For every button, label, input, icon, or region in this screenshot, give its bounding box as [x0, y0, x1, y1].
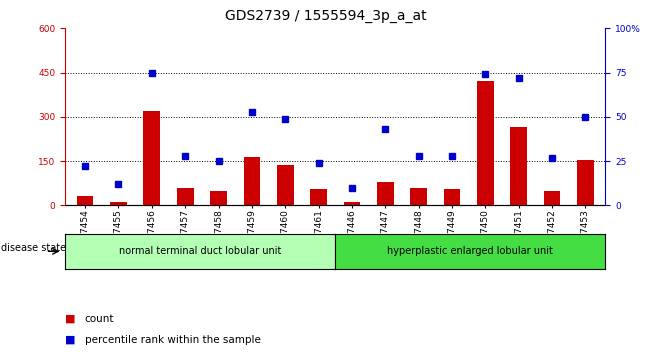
Bar [110, 202, 127, 205]
Bar [510, 127, 527, 205]
Bar [377, 182, 394, 205]
Bar [344, 202, 360, 205]
Text: disease state: disease state [1, 243, 66, 253]
Bar [277, 166, 294, 205]
Bar [210, 190, 227, 205]
Bar [444, 189, 460, 205]
Text: GDS2739 / 1555594_3p_a_at: GDS2739 / 1555594_3p_a_at [225, 9, 426, 23]
Bar [477, 81, 493, 205]
Bar [544, 190, 561, 205]
Bar [311, 189, 327, 205]
Text: percentile rank within the sample: percentile rank within the sample [85, 335, 260, 345]
Text: normal terminal duct lobular unit: normal terminal duct lobular unit [119, 246, 281, 256]
Bar [77, 196, 94, 205]
Bar [410, 188, 427, 205]
Bar [143, 111, 160, 205]
Bar [177, 188, 193, 205]
Text: count: count [85, 314, 114, 324]
Text: hyperplastic enlarged lobular unit: hyperplastic enlarged lobular unit [387, 246, 553, 256]
Bar [577, 160, 594, 205]
Bar [243, 156, 260, 205]
Text: ■: ■ [65, 314, 76, 324]
Text: ■: ■ [65, 335, 76, 345]
